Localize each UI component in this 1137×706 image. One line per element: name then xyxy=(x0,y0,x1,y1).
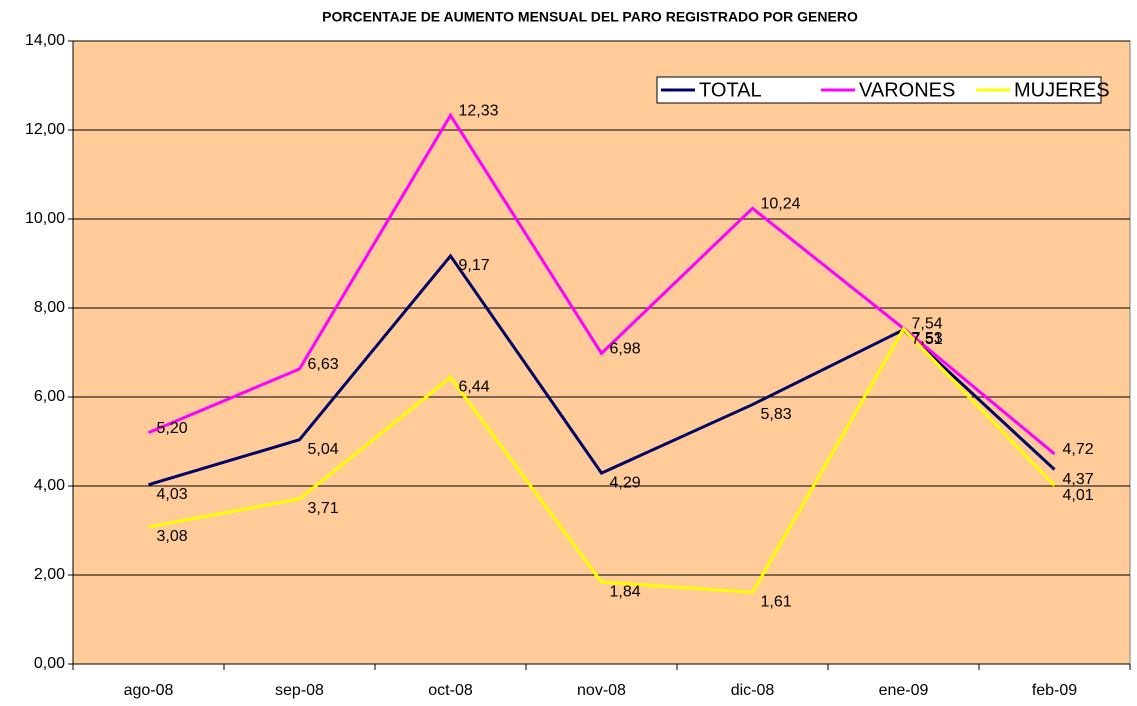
y-tick-label: 0,00 xyxy=(34,655,65,672)
x-tick-label: oct-08 xyxy=(428,682,473,699)
data-label: 4,03 xyxy=(157,486,188,503)
y-tick-label: 2,00 xyxy=(34,566,65,583)
data-label: 7,54 xyxy=(912,316,943,333)
y-tick-label: 10,00 xyxy=(25,210,65,227)
series-line xyxy=(148,326,1056,594)
legend-label: VARONES xyxy=(859,79,955,101)
data-label: 5,20 xyxy=(157,420,188,437)
y-tick-label: 14,00 xyxy=(25,32,65,49)
legend-label: MUJERES xyxy=(1014,79,1110,101)
legend xyxy=(656,76,1102,104)
data-label: 6,44 xyxy=(459,379,490,396)
data-label: 9,17 xyxy=(459,257,490,274)
legend-label: TOTAL xyxy=(699,79,762,101)
x-tick-label: sep-08 xyxy=(275,682,324,699)
data-label: 4,37 xyxy=(1063,471,1094,488)
chart-title: PORCENTAJE DE AUMENTO MENSUAL DEL PARO R… xyxy=(322,9,858,25)
y-tick-label: 12,00 xyxy=(25,121,65,138)
x-tick-label: ene-09 xyxy=(879,682,929,699)
data-label: 4,29 xyxy=(610,474,641,491)
data-label: 6,98 xyxy=(610,341,641,358)
data-label: 4,01 xyxy=(1063,487,1094,504)
x-tick-label: nov-08 xyxy=(577,682,626,699)
y-tick-label: 8,00 xyxy=(34,299,65,316)
data-label: 10,24 xyxy=(761,196,801,213)
data-label: 1,84 xyxy=(610,583,641,600)
data-label: 6,63 xyxy=(308,356,339,373)
data-label: 7,53 xyxy=(912,330,943,347)
data-label: 1,61 xyxy=(761,594,792,611)
data-label: 5,83 xyxy=(761,406,792,423)
data-label: 12,33 xyxy=(459,103,499,120)
x-tick-label: dic-08 xyxy=(731,682,775,699)
data-label: 4,72 xyxy=(1063,441,1094,458)
x-tick-label: feb-09 xyxy=(1032,682,1077,699)
data-label: 3,71 xyxy=(308,500,339,517)
y-tick-label: 6,00 xyxy=(34,388,65,405)
data-label: 3,08 xyxy=(157,528,188,545)
y-tick-label: 4,00 xyxy=(34,477,65,494)
data-label: 5,04 xyxy=(308,441,339,458)
x-tick-label: ago-08 xyxy=(124,682,174,699)
